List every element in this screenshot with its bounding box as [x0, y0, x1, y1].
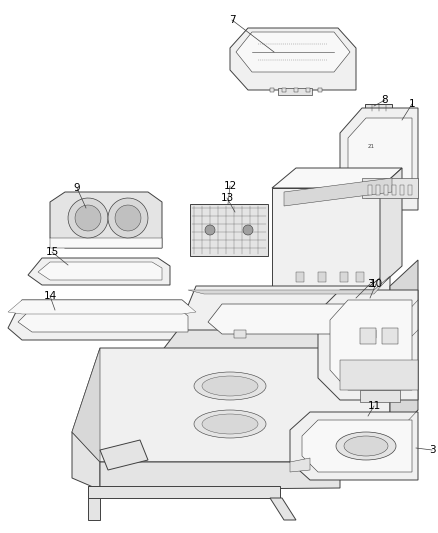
Polygon shape — [380, 168, 402, 286]
Polygon shape — [382, 328, 398, 344]
Polygon shape — [384, 185, 388, 195]
Ellipse shape — [194, 410, 266, 438]
Polygon shape — [100, 440, 148, 470]
Polygon shape — [368, 185, 372, 195]
Polygon shape — [318, 290, 418, 400]
Polygon shape — [340, 360, 418, 390]
Polygon shape — [348, 118, 412, 198]
Polygon shape — [270, 498, 296, 520]
Polygon shape — [306, 88, 310, 92]
Circle shape — [243, 225, 253, 235]
Polygon shape — [72, 348, 100, 462]
Polygon shape — [72, 432, 100, 490]
Polygon shape — [272, 168, 402, 188]
Polygon shape — [158, 330, 390, 372]
Polygon shape — [290, 458, 310, 472]
Polygon shape — [364, 330, 376, 338]
Polygon shape — [294, 88, 298, 92]
Polygon shape — [100, 462, 340, 490]
Polygon shape — [330, 300, 412, 390]
Polygon shape — [8, 300, 196, 340]
Polygon shape — [390, 260, 418, 440]
Ellipse shape — [202, 414, 258, 434]
Polygon shape — [362, 178, 418, 198]
Polygon shape — [360, 390, 400, 402]
Text: 21: 21 — [368, 144, 375, 149]
Polygon shape — [318, 88, 322, 92]
Text: 13: 13 — [220, 193, 233, 203]
Text: 3: 3 — [429, 445, 435, 455]
Polygon shape — [188, 276, 390, 294]
Polygon shape — [8, 300, 196, 314]
Text: 7: 7 — [229, 15, 235, 25]
Polygon shape — [278, 88, 312, 95]
Polygon shape — [282, 88, 286, 92]
Polygon shape — [115, 205, 141, 231]
Polygon shape — [290, 412, 418, 480]
Polygon shape — [270, 88, 274, 92]
Polygon shape — [340, 272, 348, 282]
Polygon shape — [234, 330, 246, 338]
Polygon shape — [296, 272, 304, 282]
Polygon shape — [284, 178, 392, 206]
Text: 10: 10 — [369, 279, 382, 289]
Polygon shape — [365, 104, 392, 112]
Text: 1: 1 — [409, 99, 415, 109]
Polygon shape — [392, 185, 396, 195]
Polygon shape — [190, 204, 268, 256]
Polygon shape — [408, 185, 412, 195]
Ellipse shape — [202, 376, 258, 396]
Polygon shape — [50, 192, 162, 248]
Polygon shape — [356, 272, 364, 282]
Polygon shape — [360, 328, 376, 344]
Polygon shape — [236, 32, 350, 72]
Text: 11: 11 — [367, 401, 381, 411]
Polygon shape — [208, 304, 394, 334]
Polygon shape — [88, 486, 100, 520]
Polygon shape — [18, 308, 188, 332]
Polygon shape — [75, 205, 101, 231]
Text: 8: 8 — [381, 95, 389, 105]
Ellipse shape — [194, 372, 266, 400]
Text: 12: 12 — [223, 181, 237, 191]
Polygon shape — [28, 258, 170, 285]
Ellipse shape — [344, 436, 388, 456]
Polygon shape — [38, 262, 162, 280]
Polygon shape — [400, 185, 404, 195]
Polygon shape — [88, 486, 280, 498]
Polygon shape — [178, 270, 390, 348]
Polygon shape — [68, 198, 108, 238]
Polygon shape — [302, 420, 412, 472]
Polygon shape — [72, 348, 390, 462]
Polygon shape — [230, 28, 356, 90]
Polygon shape — [108, 198, 148, 238]
Polygon shape — [376, 185, 380, 195]
Text: 9: 9 — [74, 183, 80, 193]
Polygon shape — [196, 298, 404, 340]
Polygon shape — [50, 238, 162, 248]
Text: 15: 15 — [46, 247, 59, 257]
Ellipse shape — [336, 432, 396, 460]
Text: 3: 3 — [367, 279, 373, 289]
Text: 14: 14 — [43, 291, 57, 301]
Polygon shape — [318, 272, 326, 282]
Circle shape — [205, 225, 215, 235]
Polygon shape — [340, 108, 418, 210]
Polygon shape — [272, 188, 380, 286]
